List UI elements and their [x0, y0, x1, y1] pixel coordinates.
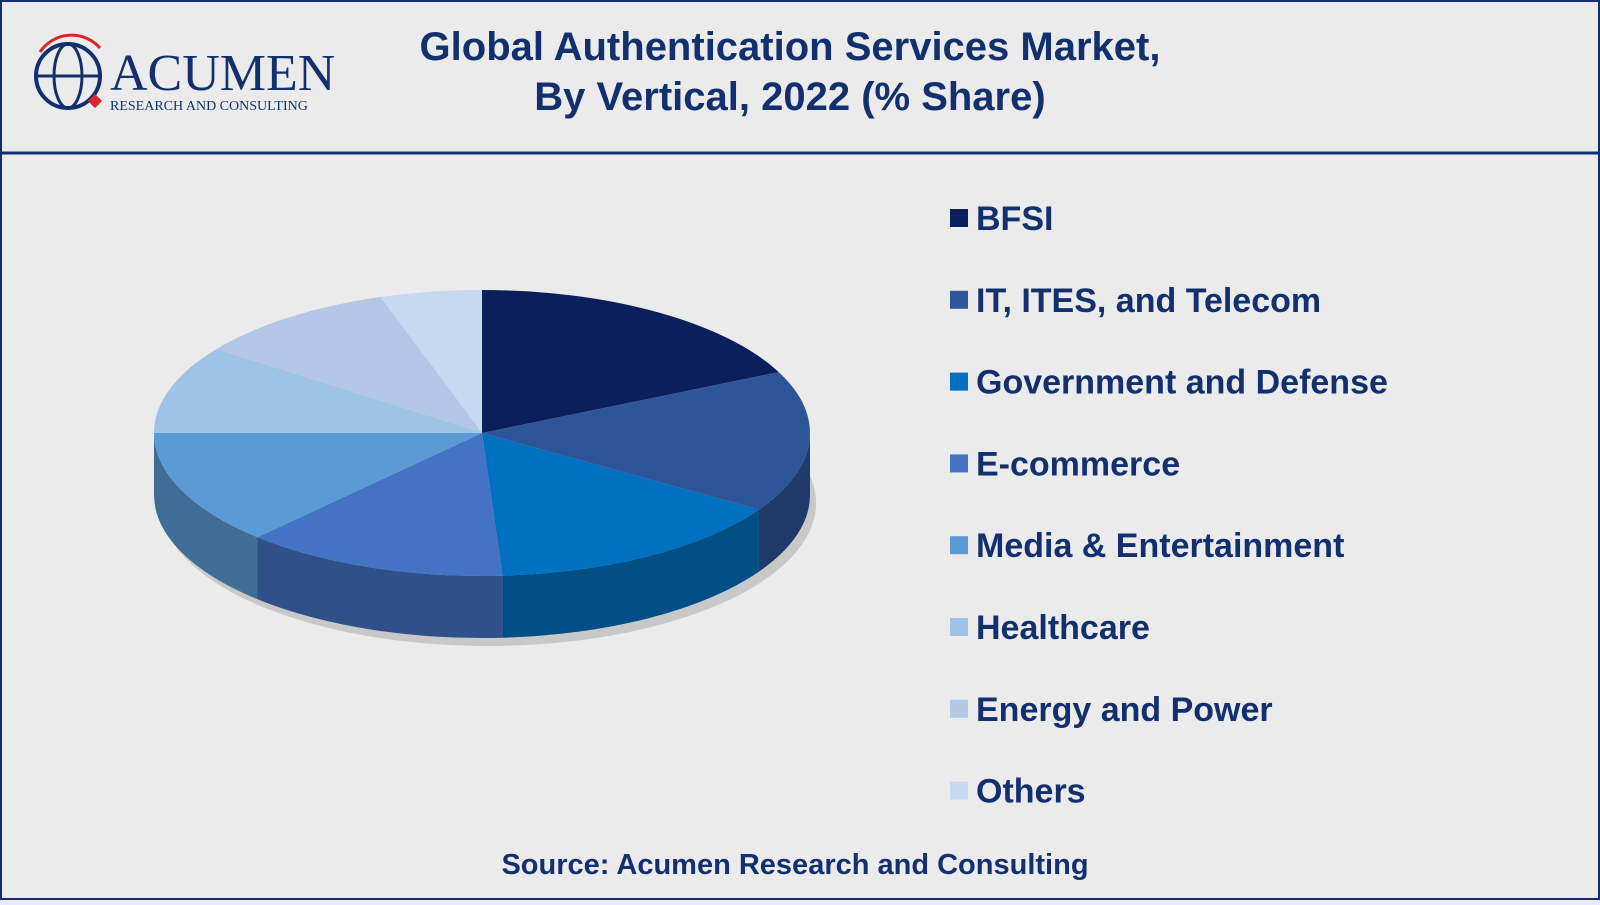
legend-label: Others	[976, 773, 1086, 811]
source: Source: Acumen Research and Consulting	[501, 849, 1088, 881]
pie-side	[502, 509, 759, 638]
pie-slice	[380, 290, 482, 433]
logo-tagline: RESEARCH AND CONSULTING	[110, 99, 308, 114]
legend-swatch	[950, 536, 968, 555]
legend-label: Media & Entertainment	[976, 527, 1344, 565]
pie-slice	[257, 433, 503, 576]
pie-side	[257, 537, 503, 638]
legend-label: E-commerce	[976, 445, 1180, 483]
pie-side	[154, 433, 258, 600]
logo-name: ACUMEN	[110, 45, 335, 102]
legend-label: Energy and Power	[976, 691, 1273, 729]
legend-swatch	[950, 372, 968, 391]
pie-slice	[482, 372, 810, 510]
pie	[154, 290, 816, 646]
chart-title: Global Authentication Services Market,	[420, 25, 1161, 69]
logo-arc	[38, 33, 102, 53]
legend-swatch	[950, 454, 968, 473]
pie-slice	[154, 348, 482, 433]
legend-label: Government and Defense	[976, 364, 1388, 402]
pie-slice	[482, 290, 779, 433]
pie-slice	[154, 433, 482, 538]
legend-label: Healthcare	[976, 609, 1150, 647]
chart-title: By Vertical, 2022 (% Share)	[534, 75, 1045, 119]
legend-swatch	[950, 209, 968, 227]
legend-label: IT, ITES, and Telecom	[976, 282, 1321, 320]
legend-swatch	[950, 699, 968, 718]
legend: BFSI IT, ITES, and Telecom Government and …	[950, 200, 1388, 811]
pie-side	[758, 433, 810, 572]
pie-slice	[482, 433, 759, 576]
legend-swatch	[950, 290, 968, 309]
pie-slice	[216, 296, 482, 433]
legend-swatch	[950, 618, 968, 636]
legend-swatch	[950, 781, 968, 800]
legend-label: BFSI	[976, 200, 1053, 238]
